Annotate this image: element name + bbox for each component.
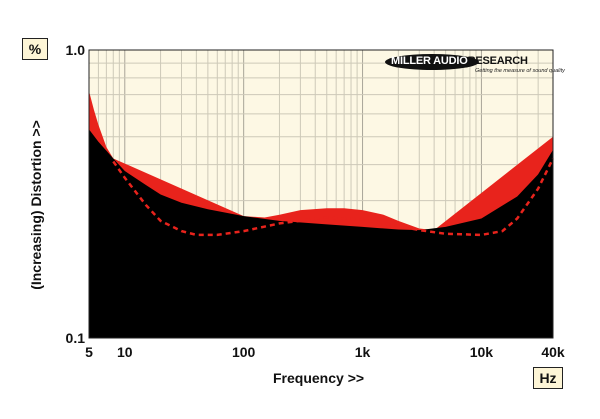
y-tick-label: 1.0 — [66, 42, 86, 58]
x-tick-label: 40k — [541, 344, 565, 360]
logo-tagline: Getting the measure of sound quality — [475, 68, 565, 74]
miller-audio-research-logo: MILLER AUDIORESEARCH Getting the measure… — [385, 53, 565, 77]
x-tick-label: 1k — [355, 344, 371, 360]
y-unit-label: % — [22, 38, 48, 60]
logo-wordmark: MILLER AUDIORESEARCH — [391, 55, 528, 67]
y-tick-label: 0.1 — [66, 330, 86, 346]
y-axis-title: (Increasing) Distortion >> — [28, 120, 44, 290]
plot-border — [88, 49, 554, 339]
x-axis-title: Frequency >> — [273, 370, 365, 386]
series-black-filled-area — [89, 129, 553, 338]
x-unit-label: Hz — [533, 367, 563, 389]
x-tick-label: 5 — [85, 344, 93, 360]
series-red-dashed-line — [112, 157, 555, 237]
logo-wordmark-part1: MILLER AUDIO — [391, 55, 468, 67]
x-tick-label: 10 — [117, 344, 133, 360]
logo-wordmark-part2: RESEARCH — [467, 55, 528, 67]
x-tick-label: 100 — [232, 344, 256, 360]
logo-pill-shape — [385, 54, 479, 70]
x-tick-label: 10k — [470, 344, 494, 360]
